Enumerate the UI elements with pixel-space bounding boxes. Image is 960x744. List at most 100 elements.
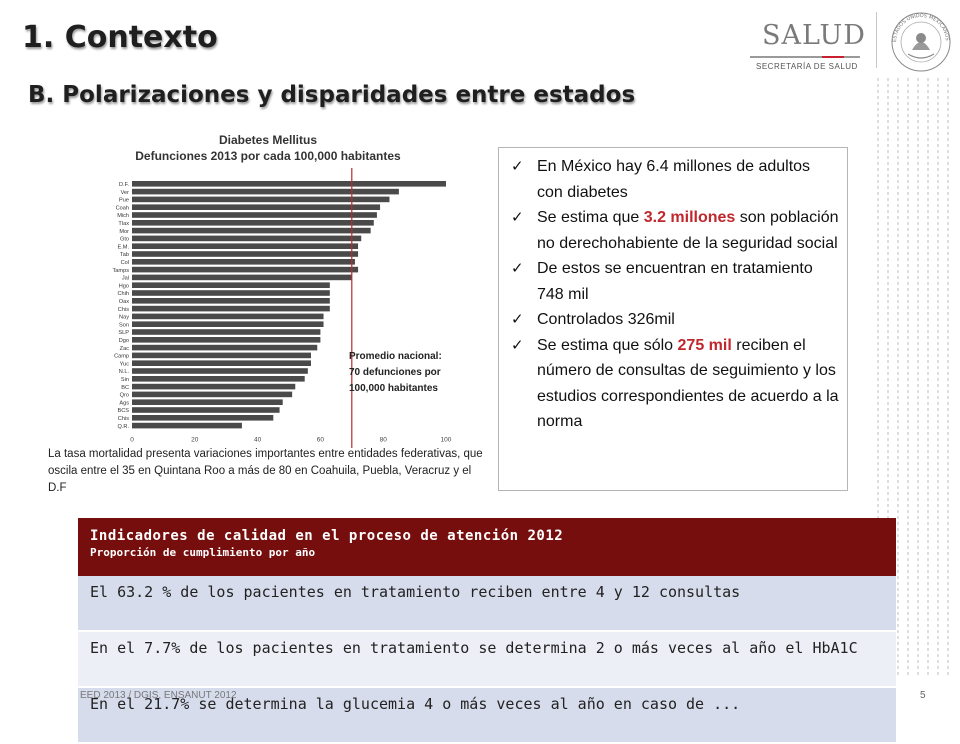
chart-bar [132, 298, 330, 304]
fact-bullet: ✓ De estos se encuentran en tratamiento 7… [507, 256, 839, 307]
highlight-figure: 3.2 millones [643, 209, 736, 226]
chart-bar [132, 407, 280, 413]
national-seal-icon: ESTADOS UNIDOS MEXICANOS [891, 12, 951, 72]
fact-bullet: ✓ Se estima que sólo 275 mil reciben el n… [507, 333, 839, 435]
chart-bar [132, 251, 359, 257]
average-annotation: Promedio nacional: 70 defunciones por 100,… [349, 351, 442, 394]
chart-category-label: Tab [120, 252, 129, 258]
chart-category-label: Gto [120, 237, 129, 243]
chart-bar [132, 282, 330, 288]
chart-bar [132, 181, 446, 187]
key-facts-list: ✓ En México hay 6.4 millones de adultos c… [507, 154, 839, 435]
chart-category-label: Hgo [119, 283, 129, 289]
salud-word: SALUD [762, 20, 866, 51]
chart-bar [132, 391, 293, 398]
key-facts-box: ✓ En México hay 6.4 millones de adultos c… [498, 147, 848, 491]
fact-bullet: ✓ En México hay 6.4 millones de adultos c… [507, 154, 839, 205]
checkmark-icon: ✓ [511, 157, 524, 175]
chart-category-label: Qro [120, 393, 129, 399]
chart-category-label: Yuc [120, 361, 130, 367]
chart-bar [132, 360, 311, 366]
page-title: 1. Contexto [22, 20, 218, 55]
chart-category-label: Dgo [119, 338, 129, 344]
chart-bar [132, 399, 283, 405]
chart-category-label: Son [119, 322, 129, 328]
chart-bar [132, 259, 355, 265]
chart-category-label: Coah [116, 205, 129, 211]
indicators-header: Indicadores de calidad en el proceso de … [78, 518, 896, 576]
chart-category-label: E.M. [118, 244, 130, 250]
chart-tick-label: 60 [317, 437, 325, 444]
chart-category-label: Oax [119, 299, 129, 305]
fact-bullet: ✓ Controlados 326mil [507, 307, 839, 333]
chart-category-label: Chis [118, 307, 129, 313]
chart-bar [132, 415, 274, 421]
svg-text:Promedio nacional:70 defuncion: Promedio nacional: 70 defunciones por 100,… [349, 351, 442, 394]
highlight-figure: 275 mil [677, 336, 732, 354]
chart-category-label: Zac [120, 346, 130, 352]
chart-category-label: Mich [117, 213, 129, 219]
chart-caption: La tasa mortalidad presenta variaciones … [48, 448, 483, 494]
chart-bar [132, 344, 318, 351]
fact-bullet: ✓ Se estima que 3.2 millones son població… [507, 205, 839, 256]
chart-bar [132, 337, 321, 343]
chart-tick-label: 80 [380, 437, 388, 444]
indicator-row: En el 7.7% de los pacientes en tratamien… [78, 632, 896, 688]
indicators-subtitle: Proporción de cumplimiento por año [90, 546, 316, 559]
indicators-title: Indicadores de calidad en el proceso de … [90, 528, 564, 544]
chart-category-label: BCS [117, 408, 129, 414]
chart-bar [132, 204, 381, 210]
checkmark-icon: ✓ [511, 259, 524, 277]
logo-bar [750, 56, 860, 58]
chart-category-label: Jal [122, 276, 129, 282]
chart-bar [132, 274, 352, 281]
chart-bar [132, 227, 371, 234]
diabetes-chart: Diabetes Mellitus Defunciones 2013 por c… [113, 133, 452, 448]
chart-bar [132, 368, 308, 374]
chart-category-label: Col [121, 260, 129, 266]
chart-category-label: Q.R. [118, 424, 130, 430]
checkmark-icon: ✓ [511, 310, 524, 328]
chart-category-label: Tlax [118, 221, 129, 227]
chart-bar [132, 383, 296, 390]
page-number: 5 [920, 690, 926, 701]
chart-tick-label: 0 [130, 437, 134, 444]
chart-bar [132, 235, 362, 242]
chart-bar [132, 243, 359, 249]
chart-category-label: N.L. [119, 369, 130, 375]
salud-logo: SALUD SECRETARÍA DE SALUD [748, 12, 866, 72]
chart-bar [132, 313, 324, 320]
chart-category-label: Sin [121, 377, 129, 383]
secretaria-label: SECRETARÍA DE SALUD [756, 62, 858, 71]
chart-bar [132, 329, 321, 335]
chart-category-label: Tamps [113, 268, 130, 274]
chart-tick-label: 20 [191, 437, 199, 444]
chart-bar [132, 212, 377, 218]
chart-subtitle: Defunciones 2013 por cada 100,000 habita… [135, 149, 401, 163]
chart-category-label: D.F. [119, 182, 129, 188]
chart-bar [132, 376, 305, 382]
chart-bar [132, 188, 399, 195]
quality-indicators-table: Indicadores de calidad en el proceso de … [78, 518, 896, 744]
chart-category-label: Pue [119, 198, 129, 204]
chart-category-label: BC [121, 385, 129, 391]
chart-bar [132, 305, 330, 312]
chart-category-label: Ver [121, 190, 130, 196]
chart-tick-label: 100 [441, 437, 452, 444]
checkmark-icon: ✓ [511, 335, 524, 354]
chart-bar [132, 422, 242, 429]
chart-bar [132, 196, 390, 203]
chart-bar [132, 290, 330, 296]
chart-bar [132, 352, 311, 359]
footer-source: EED 2013 / DGIS, ENSANUT 2012 [80, 690, 237, 701]
chart-category-label: Camp [114, 354, 129, 360]
chart-tick-label: 40 [254, 437, 262, 444]
chart-category-label: Chih [117, 291, 129, 297]
chart-title: Diabetes Mellitus [219, 133, 317, 147]
chart-category-label: Nay [119, 315, 129, 321]
chart-category-label: Chis [118, 416, 129, 422]
checkmark-icon: ✓ [511, 208, 524, 226]
chart-category-label: Ags [119, 400, 129, 406]
page-subtitle: B. Polarizaciones y disparidades entre e… [28, 82, 636, 108]
logo-divider [876, 12, 877, 68]
